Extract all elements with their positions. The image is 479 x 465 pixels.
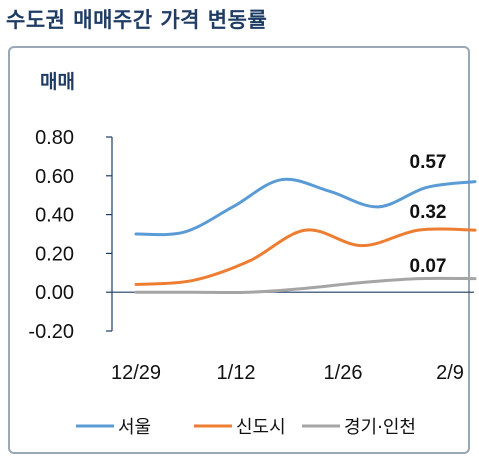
series-end-label: 0.57 [410, 152, 447, 173]
x-tick-label: 1/12 [217, 362, 256, 384]
y-tick-label: 0.00 [35, 282, 74, 304]
x-tick-label: 1/26 [324, 362, 363, 384]
chart-panel [8, 46, 470, 454]
series-end-label: 0.32 [410, 202, 447, 223]
page-title: 수도권 매매주간 가격 변동률 [6, 8, 268, 32]
x-tick-label: 2/9 [436, 362, 464, 384]
legend-label: 경기·인천 [344, 417, 416, 438]
y-tick-label: 0.40 [35, 205, 74, 227]
series-end-label: 0.07 [410, 256, 447, 277]
chart-subtitle: 매매 [40, 71, 75, 93]
legend-label: 신도시 [236, 417, 286, 438]
y-tick-label: 0.60 [35, 166, 74, 188]
series-line-1 [134, 177, 477, 237]
legend-label: 서울 [118, 417, 151, 438]
y-tick-label: -0.20 [28, 321, 74, 343]
y-tick-label: 0.80 [35, 127, 74, 149]
series-line-2 [134, 227, 477, 286]
series-line-3 [134, 276, 477, 294]
y-tick-label: 0.20 [35, 243, 74, 265]
x-tick-label: 12/29 [111, 362, 161, 384]
